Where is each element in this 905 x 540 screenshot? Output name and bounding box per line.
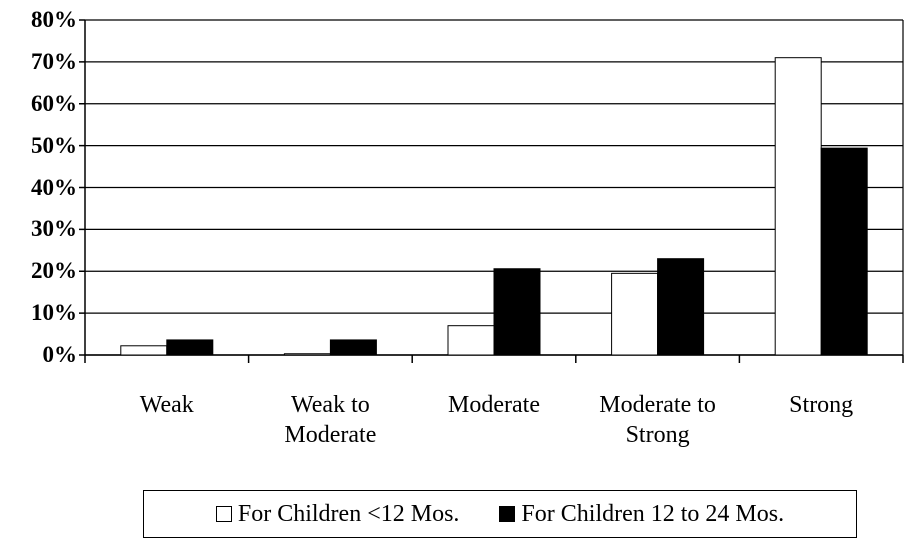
legend-item: For Children <12 Mos. (215, 500, 460, 528)
y-tick-label: 50% (31, 132, 77, 158)
bar (166, 339, 214, 356)
bar (820, 147, 868, 356)
x-tick-label: Strong (789, 392, 854, 418)
y-tick-label: 0% (42, 342, 78, 367)
legend-item: For Children 12 to 24 Mos. (499, 501, 784, 528)
y-tick-label: 20% (31, 258, 77, 284)
bar (447, 325, 495, 356)
bar (329, 339, 377, 356)
y-tick-label: 70% (31, 48, 77, 74)
legend-label: For Children 12 to 24 Mos. (521, 500, 785, 527)
x-tick-label: Weak to Moderate (284, 392, 377, 448)
bar (611, 272, 659, 356)
y-tick-label: 30% (31, 216, 77, 242)
x-tick-label: Moderate (448, 392, 540, 418)
bar (283, 353, 331, 356)
bar (493, 268, 541, 356)
legend-swatch (499, 506, 516, 522)
legend: For Children <12 Mos. For Children 12 to … (143, 490, 857, 538)
bar (774, 57, 822, 356)
bar (657, 258, 705, 356)
x-tick-label: Weak (139, 392, 194, 418)
x-tick-label: Moderate to Strong (599, 392, 716, 448)
legend-label: For Children <12 Mos. (237, 500, 460, 527)
y-tick-label: 10% (31, 300, 77, 326)
y-tick-label: 60% (31, 90, 77, 116)
legend-swatch (215, 506, 232, 522)
y-tick-label: 40% (31, 174, 77, 200)
y-tick-label: 80% (31, 7, 77, 32)
bar (120, 345, 168, 356)
